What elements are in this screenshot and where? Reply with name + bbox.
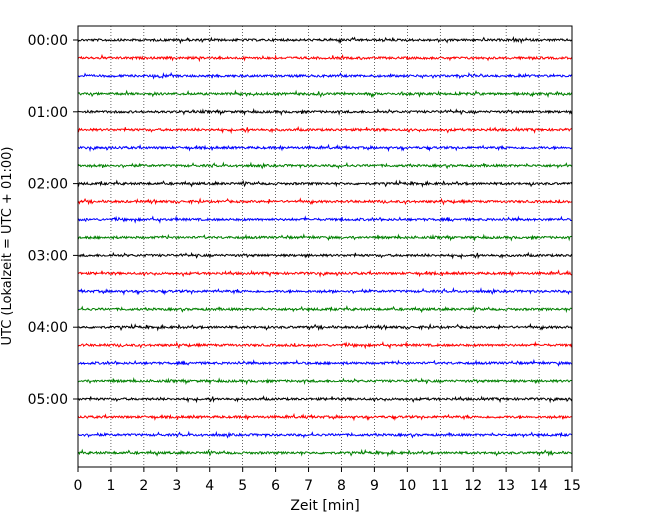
trace-0000 (77, 36, 573, 45)
trace-0400 (77, 322, 573, 332)
trace-0415 (77, 340, 573, 350)
y-tick-label: 04:00 (28, 320, 68, 336)
x-tick-label: 9 (370, 478, 379, 494)
x-tick-label: 3 (172, 478, 181, 494)
x-tick-label: 4 (205, 478, 214, 494)
y-axis-title: UTC (Lokalzeit = UTC + 01:00) (0, 147, 15, 346)
x-tick-label: 6 (271, 478, 280, 494)
y-tick-label: 05:00 (28, 392, 68, 408)
y-tick-label: 01:00 (28, 105, 68, 121)
trace-0200 (77, 179, 573, 188)
trace-0245 (77, 233, 573, 242)
x-tick-label: 8 (337, 478, 346, 494)
x-tick-label: 2 (139, 478, 148, 494)
y-tick-label: 02:00 (28, 177, 68, 193)
trace-0445 (77, 376, 573, 386)
trace-0015 (77, 53, 573, 63)
trace-0500 (77, 395, 573, 404)
trace-0215 (77, 197, 573, 206)
x-axis-ticks: 0 1 2 3 4 5 6 7 8 9 10 11 12 13 14 15 (74, 467, 581, 494)
trace-0115 (77, 125, 573, 135)
trace-0345 (77, 305, 573, 314)
y-tick-label: 03:00 (28, 248, 68, 264)
trace-0230 (77, 215, 572, 224)
y-axis-ticks: 00:00 01:00 02:00 03:00 04:00 05:00 (28, 33, 78, 408)
x-tick-label: 7 (304, 478, 313, 494)
x-axis-title: Zeit [min] (290, 498, 359, 514)
trace-0530 (77, 430, 573, 439)
trace-0515 (77, 412, 573, 422)
y-tick-label: 00:00 (28, 33, 68, 49)
trace-0300 (77, 251, 573, 260)
trace-0545 (77, 448, 573, 458)
x-tick-label: 1 (106, 478, 115, 494)
trace-0030 (77, 71, 573, 80)
trace-0145 (77, 161, 573, 170)
x-tick-label: 0 (74, 478, 83, 494)
trace-0130 (77, 143, 573, 153)
x-tick-label: 5 (238, 478, 247, 494)
trace-0315 (77, 269, 573, 278)
trace-0045 (77, 89, 573, 99)
trace-0330 (77, 286, 573, 296)
x-tick-label: 13 (497, 478, 515, 494)
axes-frame (77, 25, 573, 468)
traces (77, 36, 573, 458)
x-tick-label: 14 (530, 478, 548, 494)
trace-0100 (77, 108, 573, 116)
x-tick-label: 12 (464, 478, 482, 494)
x-tick-label: 10 (398, 478, 416, 494)
x-tick-label: 11 (431, 478, 449, 494)
trace-0430 (77, 358, 573, 367)
x-tick-label: 15 (563, 478, 581, 494)
